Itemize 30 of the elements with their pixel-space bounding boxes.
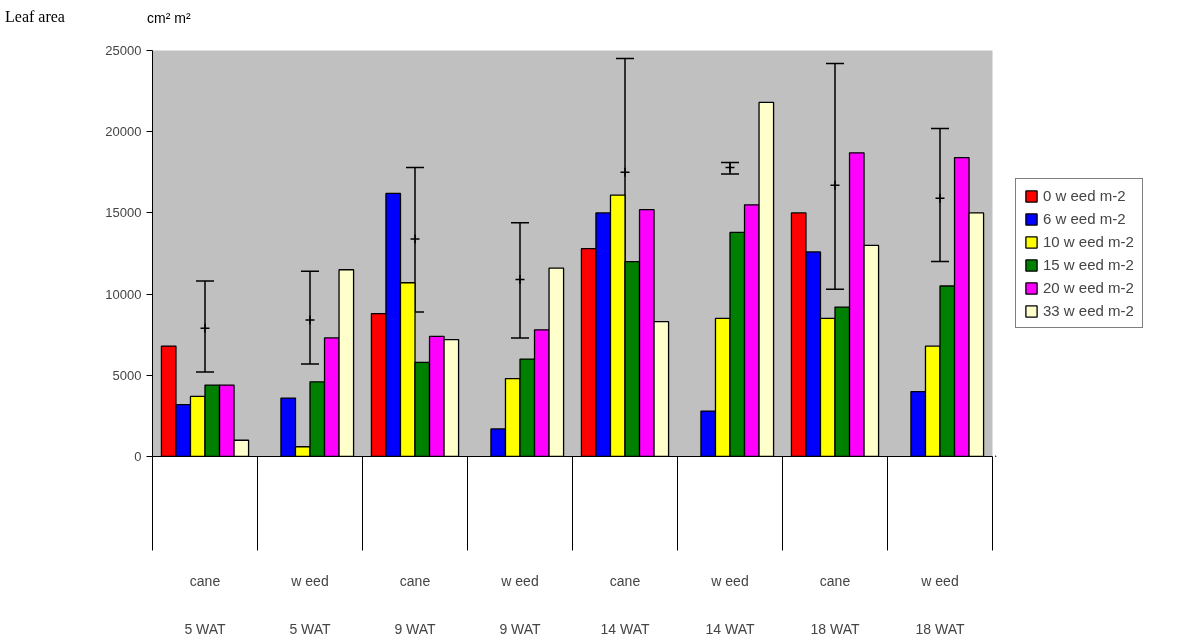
y-tick-label: 20000 [105, 124, 142, 140]
category-label: w eed 18 WAT [915, 572, 965, 637]
y-tick-label: 10000 [105, 286, 142, 302]
category-label: cane 5 WAT [184, 572, 226, 637]
y-tick-label: 25000 [105, 43, 142, 58]
y-tick-label: 15000 [105, 205, 142, 221]
y-axis-title: Leaf area [5, 7, 65, 27]
category-label: w eed 9 WAT [499, 572, 541, 637]
legend-label: 0 w eed m-2 [1043, 187, 1126, 204]
point [304, 314, 316, 326]
legend-label: 20 w eed m-2 [1043, 279, 1134, 296]
point [619, 167, 631, 178]
category-label: cane 18 WAT [810, 572, 860, 637]
point [514, 274, 526, 285]
category-label: w eed 14 WAT [705, 572, 755, 637]
point [934, 193, 946, 204]
legend-label: 33 w eed m-2 [1043, 302, 1134, 319]
legend-label: 6 w eed m-2 [1043, 210, 1126, 227]
point [829, 180, 841, 191]
category-label: cane 9 WAT [394, 572, 436, 637]
point [724, 162, 736, 173]
y-tick-label: 0 [134, 449, 142, 464]
text: cm² m² [147, 9, 191, 28]
point [199, 322, 211, 334]
legend-label: 10 w eed m-2 [1043, 233, 1134, 250]
y-tick-label: 5000 [112, 367, 142, 383]
point [409, 233, 421, 245]
category-label: cane 14 WAT [600, 572, 650, 637]
legend-label: 15 w eed m-2 [1043, 256, 1134, 273]
category-label: w eed 5 WAT [289, 572, 331, 637]
